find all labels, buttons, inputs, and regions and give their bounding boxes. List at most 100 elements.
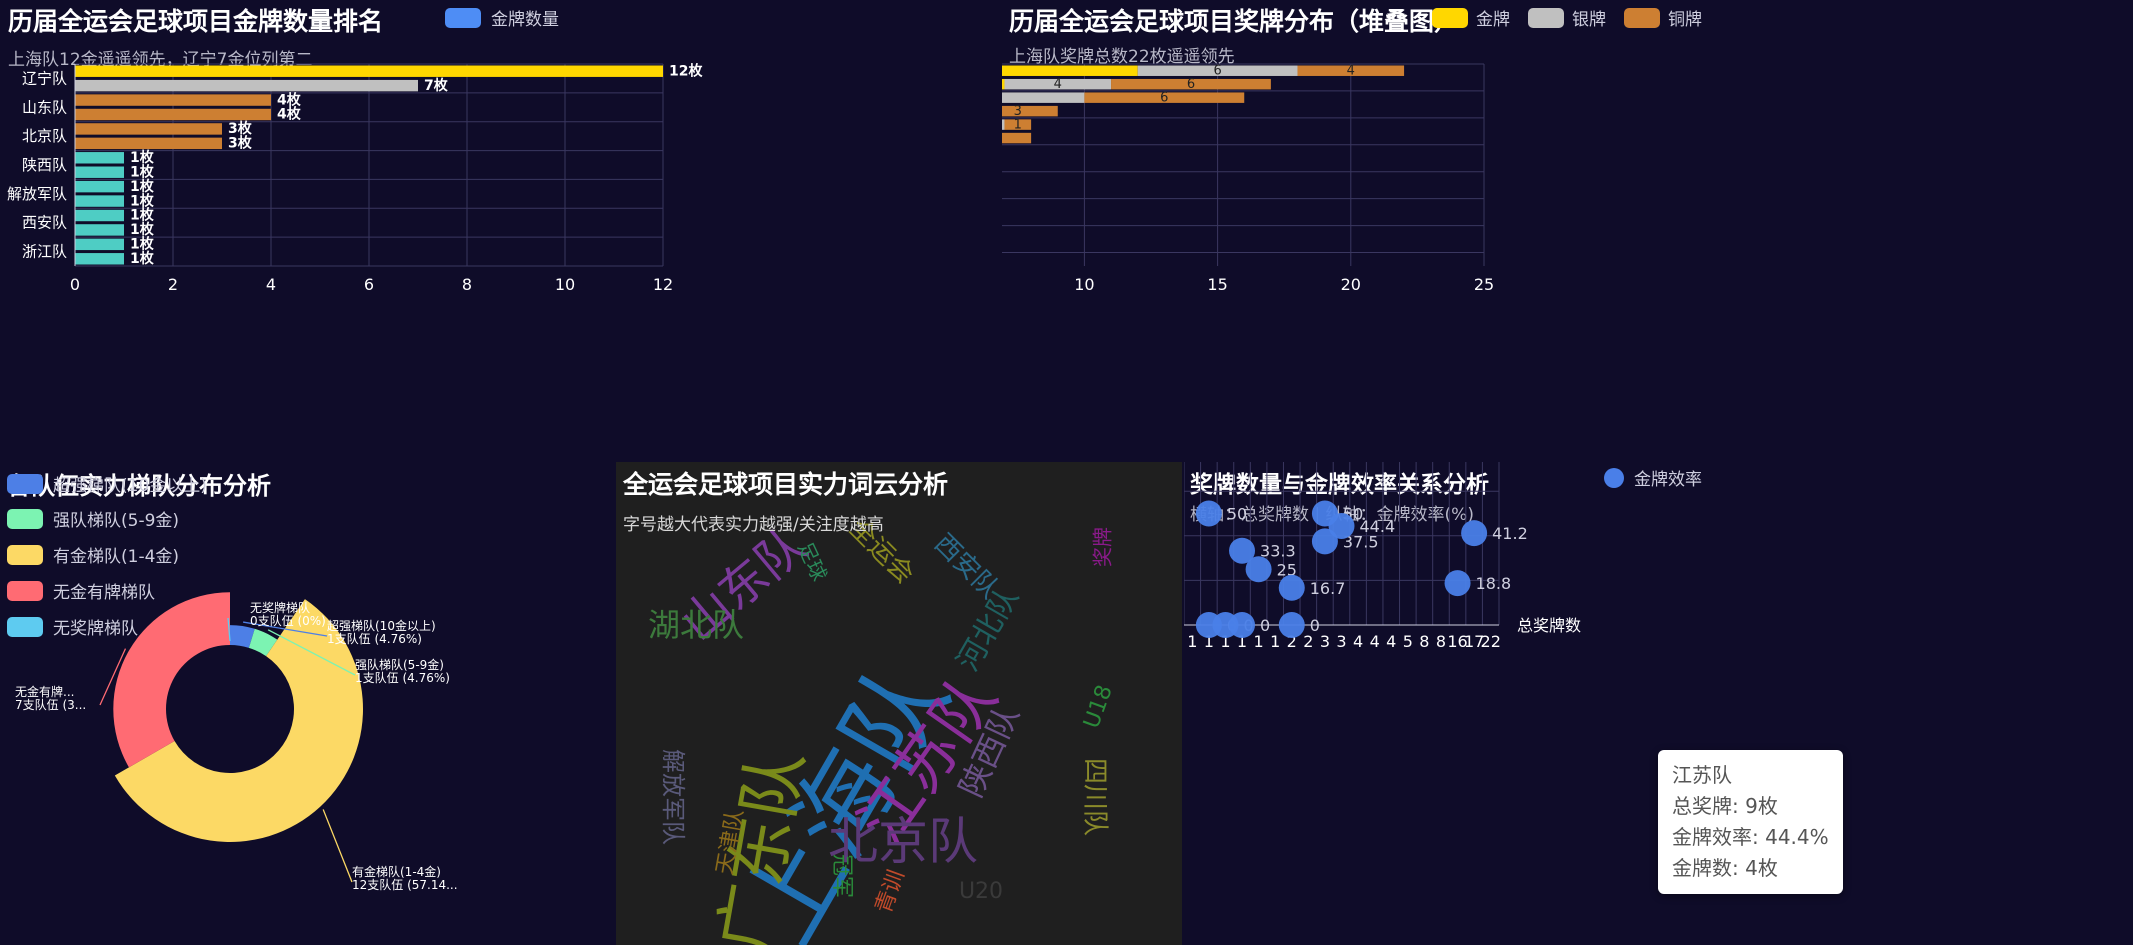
x-tick-label: 4 <box>266 275 276 294</box>
scatter-point <box>1278 612 1305 638</box>
x-tick-label: 2 <box>1287 632 1297 651</box>
x-tick-label: 5 <box>1403 632 1413 651</box>
tier-legend-item-gold[interactable]: 有金梯队(1-4金) <box>7 542 179 567</box>
scatter-point <box>1195 500 1222 527</box>
word-jiefangjun: 解放军队 <box>659 749 687 845</box>
x-tick-label: 1 <box>1204 632 1214 651</box>
x-tick-label: 22 <box>1481 632 1501 651</box>
x-tick-label: 1 <box>1237 632 1247 651</box>
tier-legend-label-strong: 强队梯队(5-9金) <box>53 511 180 531</box>
medal-stack-panel: 历届全运会足球项目奖牌分布（堆叠图） 金牌 银牌 铜牌 上海队奖牌总数22枚遥遥… <box>1002 0 2133 462</box>
legend-label-gold-count: 金牌数量 <box>491 10 559 30</box>
legend-swatch-gold <box>1432 7 1468 28</box>
segment-value-label: 1 <box>1014 117 1022 132</box>
x-tick-label: 25 <box>1474 275 1494 294</box>
tier-legend-item-nomedal[interactable]: 无奖牌梯队 <box>7 614 138 639</box>
medal-stack-legend[interactable]: 金牌 银牌 铜牌 <box>1432 5 1702 30</box>
bronze-segment <box>1084 92 1245 103</box>
word-qingxun: 青训 <box>871 867 910 917</box>
y-tick-label: 北京队 <box>22 127 67 145</box>
tooltip-team: 江苏队 <box>1672 763 1732 787</box>
x-tick-label: 0 <box>70 275 80 294</box>
bar-value-label: 1枚 <box>130 207 155 224</box>
wordcloud-panel: 全运会足球项目实力词云分析 上海队 广东队 江苏队 北京队 山东队 湖北队 陕西队 河北队 西安… <box>616 462 1182 945</box>
tier-swatch-nomedal <box>7 616 43 637</box>
gold-count-bar <box>75 79 418 92</box>
bronze-segment <box>1002 132 1032 144</box>
legend-swatch-efficiency <box>1604 467 1624 488</box>
scatter-point <box>1461 520 1488 547</box>
scatter-title: 奖牌数量与金牌效率关系分析 <box>1190 472 1489 498</box>
tooltip-gold: 金牌数: 4枚 <box>1672 856 1778 880</box>
scatter-point-label: 0 <box>1310 616 1320 635</box>
gold-segment <box>1002 65 1138 76</box>
wordcloud-subtitle: 字号越大代表实力越强/关注度越高 <box>623 515 884 535</box>
scatter-point-label: 18.8 <box>1476 574 1512 593</box>
y-tick-label: 辽宁队 <box>22 69 67 87</box>
x-tick-label: 1 <box>1254 632 1264 651</box>
bar-value-label: 1枚 <box>130 221 155 238</box>
legend-swatch-bronze <box>1624 7 1660 28</box>
y-tick-label: 解放军队 <box>7 185 67 203</box>
y-tick-label: 浙江队 <box>22 243 67 261</box>
scatter-legend[interactable]: 金牌效率 <box>1604 465 1702 490</box>
word-beijing: 北京队 <box>828 813 978 871</box>
tooltip-efficiency: 金牌效率: 44.4% <box>1672 825 1829 849</box>
bar-value-label: 1枚 <box>130 178 155 195</box>
tier-legend-item-super[interactable]: 超强梯队(10金以上) <box>7 471 207 496</box>
tier-swatch-gold <box>7 544 43 565</box>
gold-count-bar <box>75 224 124 236</box>
x-tick-label: 17 <box>1464 632 1484 651</box>
tier-slice-gold <box>114 599 363 842</box>
gold-ranking-legend[interactable]: 金牌数量 <box>445 5 559 30</box>
y-tick-label: 西安队 <box>22 214 67 232</box>
legend-label-gold: 金牌 <box>1476 10 1510 30</box>
word-guanjun: 冠军 <box>829 854 854 898</box>
scatter-point <box>1229 537 1256 564</box>
tier-leader-line <box>227 617 231 642</box>
tier-legend-label-nomedal: 无奖牌梯队 <box>53 619 138 639</box>
tooltip-total: 总奖牌: 9枚 <box>1672 794 1778 818</box>
bar-value-label: 4枚 <box>277 91 302 108</box>
legend-swatch-silver <box>1528 7 1564 28</box>
tier-legend-item-nogold[interactable]: 无金有牌梯队 <box>7 578 155 603</box>
bronze-segment <box>1002 105 1058 117</box>
x-tick-label: 10 <box>555 275 575 294</box>
scatter-point-label: 0 <box>1260 616 1270 635</box>
bar-value-label: 3枚 <box>228 120 253 137</box>
tier-slice-nogold <box>113 592 230 768</box>
x-tick-label: 3 <box>1336 632 1346 651</box>
gold-count-bar <box>75 152 124 164</box>
gold-count-bar <box>75 94 271 106</box>
tier-slice-count-label: 12支队伍 (57.14... <box>352 877 458 892</box>
wordcloud-title: 全运会足球项目实力词云分析 <box>623 470 949 499</box>
silver-segment <box>1004 78 1112 90</box>
gold-count-bar <box>75 253 124 265</box>
medal-stack-title: 历届全运会足球项目奖牌分布（堆叠图） <box>1009 7 1460 36</box>
word-sichuan: 四川队 <box>1080 758 1110 836</box>
gold-count-bar <box>75 65 663 77</box>
bar-value-label: 12枚 <box>669 62 703 79</box>
x-tick-label: 1 <box>1270 632 1280 651</box>
scatter-point <box>1245 556 1272 583</box>
word-xian: 西安队 <box>928 528 1004 604</box>
tier-legend-item-strong[interactable]: 强队梯队(5-9金) <box>7 506 179 531</box>
bar-value-label: 1枚 <box>130 250 155 267</box>
gold-count-bar <box>75 180 124 193</box>
gold-count-bar <box>75 123 222 135</box>
tier-slice-label: 有金梯队(1-4金) <box>352 864 441 879</box>
gold-count-bar <box>75 238 124 251</box>
x-tick-label: 2 <box>168 275 178 294</box>
word-hubei: 湖北队 <box>648 606 744 644</box>
x-tick-label: 1 <box>1187 632 1197 651</box>
x-tick-label: 12 <box>653 275 673 294</box>
y-tick-label: 山东队 <box>22 98 67 116</box>
tier-swatch-strong <box>7 508 43 529</box>
x-tick-label: 4 <box>1386 632 1396 651</box>
gold-ranking-chart: 0 2 4 6 8 10 1212枚7枚4枚4枚3枚3枚1枚1枚1枚1枚1枚1枚1枚1枚辽宁… <box>7 62 703 294</box>
scatter-point <box>1444 570 1471 597</box>
x-tick-label: 10 <box>1074 275 1094 294</box>
legend-swatch-gold-count <box>445 7 481 28</box>
scatter-point <box>1328 512 1355 539</box>
